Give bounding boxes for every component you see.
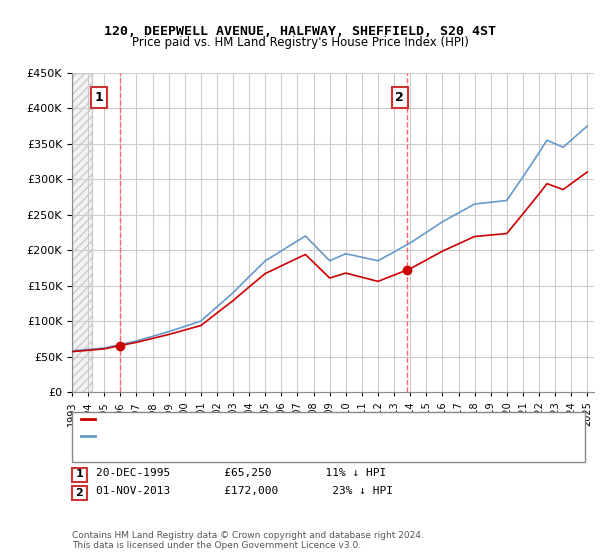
Text: —— 120, DEEPWELL AVENUE, HALFWAY, SHEFFIELD, S20 4ST (detached house): —— 120, DEEPWELL AVENUE, HALFWAY, SHEFFI… [96,424,502,434]
Text: 120, DEEPWELL AVENUE, HALFWAY, SHEFFIELD, S20 4ST: 120, DEEPWELL AVENUE, HALFWAY, SHEFFIELD… [104,25,496,38]
Text: —— HPI: Average price, detached house, Sheffield: —— HPI: Average price, detached house, S… [96,441,378,451]
Text: 20-DEC-1995        £65,250        11% ↓ HPI: 20-DEC-1995 £65,250 11% ↓ HPI [96,468,386,478]
Text: 1: 1 [76,469,83,479]
Text: 01-NOV-2013        £172,000        23% ↓ HPI: 01-NOV-2013 £172,000 23% ↓ HPI [96,486,393,496]
Text: 2: 2 [76,488,83,498]
Text: Contains HM Land Registry data © Crown copyright and database right 2024.
This d: Contains HM Land Registry data © Crown c… [72,530,424,550]
Text: Price paid vs. HM Land Registry's House Price Index (HPI): Price paid vs. HM Land Registry's House … [131,36,469,49]
Text: 1: 1 [95,91,104,104]
Bar [72,73,92,392]
Text: 2: 2 [395,91,404,104]
